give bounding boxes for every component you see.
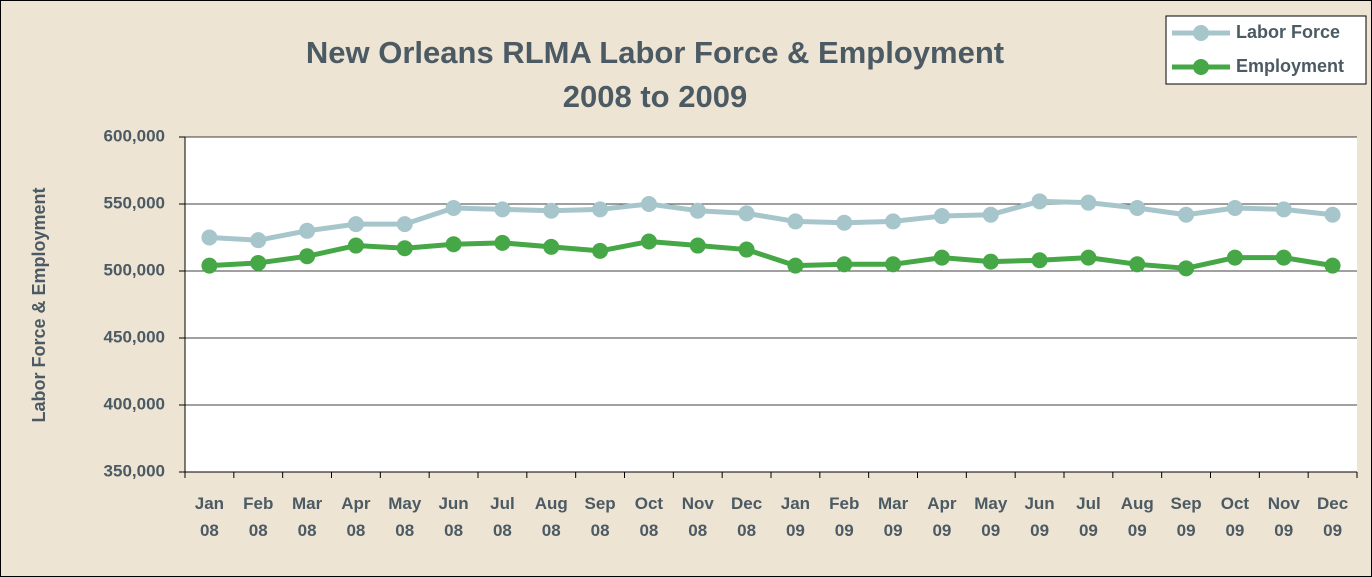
y-tick-label: 400,000	[104, 394, 165, 413]
data-point	[1031, 193, 1048, 210]
chart-subtitle: 2008 to 2009	[563, 79, 747, 114]
data-point	[1324, 257, 1341, 274]
data-point	[396, 216, 413, 233]
data-point	[299, 222, 316, 239]
x-tick-label: Feb 08	[243, 494, 273, 540]
data-point	[592, 242, 609, 259]
data-point	[396, 240, 413, 257]
legend-marker	[1193, 25, 1209, 41]
legend-label: Employment	[1236, 56, 1344, 76]
data-point	[1226, 249, 1243, 266]
series-line	[209, 198, 1333, 243]
x-tick-label: Jul 08	[490, 494, 515, 540]
x-tick-label: May 09	[974, 494, 1008, 540]
x-tick-label: Jan 09	[781, 494, 810, 540]
x-tick-label: Dec 08	[731, 494, 762, 540]
data-point	[738, 205, 755, 222]
data-point	[640, 233, 657, 250]
data-point	[689, 237, 706, 254]
data-point	[1324, 206, 1341, 223]
data-point	[1275, 249, 1292, 266]
series-line	[209, 239, 1333, 271]
x-tick-label: Jun 09	[1024, 494, 1054, 540]
data-point	[885, 213, 902, 230]
data-point	[250, 232, 267, 249]
x-tick-label: Nov 09	[1268, 494, 1301, 540]
data-point	[543, 202, 560, 219]
data-point	[494, 234, 511, 251]
legend-marker	[1193, 59, 1209, 75]
x-tick-label: Apr 08	[341, 494, 371, 540]
data-point	[640, 196, 657, 212]
legend-label: Labor Force	[1236, 22, 1340, 42]
x-tick-label: Nov 08	[682, 494, 715, 540]
y-tick-label: 500,000	[104, 260, 165, 279]
data-point	[1129, 200, 1146, 217]
y-tick-label: 550,000	[104, 193, 165, 212]
plot-area	[185, 137, 1357, 472]
data-point	[201, 257, 218, 274]
data-point	[1031, 252, 1048, 269]
x-tick-label: May 08	[388, 494, 422, 540]
x-tick-label: Jul 09	[1076, 494, 1101, 540]
data-point	[1129, 256, 1146, 273]
data-point	[1178, 206, 1195, 223]
data-point	[347, 216, 364, 233]
data-point	[885, 256, 902, 273]
x-tick-label: Mar 08	[292, 494, 323, 540]
chart-title: New Orleans RLMA Labor Force & Employmen…	[306, 35, 1004, 70]
data-point	[982, 206, 999, 223]
y-tick-label: 350,000	[104, 461, 165, 480]
data-point	[543, 238, 560, 255]
data-point	[1080, 194, 1097, 211]
data-point	[1226, 200, 1243, 217]
x-tick-label: Sep 09	[1170, 494, 1201, 540]
data-point	[347, 237, 364, 254]
data-point	[592, 201, 609, 218]
data-point	[250, 254, 267, 271]
x-tick-label: Apr 09	[927, 494, 957, 540]
data-point	[787, 257, 804, 274]
x-tick-label: Mar 09	[878, 494, 909, 540]
x-tick-label: Dec 09	[1317, 494, 1348, 540]
x-tick-label: Sep 08	[584, 494, 615, 540]
data-point	[299, 248, 316, 265]
x-tick-label: Oct 09	[1221, 494, 1250, 540]
data-point	[738, 241, 755, 258]
data-point	[933, 249, 950, 266]
y-axis-label: Labor Force & Employment	[29, 187, 49, 422]
x-tick-label: Jun 08	[438, 494, 468, 540]
x-tick-label: Jan 08	[195, 494, 224, 540]
data-point	[1080, 249, 1097, 266]
x-tick-label: Aug 08	[535, 494, 568, 540]
data-point	[201, 229, 218, 246]
data-point	[836, 256, 853, 273]
data-point	[689, 202, 706, 219]
data-point	[982, 253, 999, 270]
data-point	[933, 208, 950, 225]
data-point	[1275, 201, 1292, 218]
y-tick-label: 450,000	[104, 327, 165, 346]
data-point	[445, 200, 462, 217]
y-tick-label: 600,000	[104, 126, 165, 145]
x-tick-label: Aug 09	[1121, 494, 1154, 540]
data-point	[445, 236, 462, 253]
data-point	[787, 213, 804, 230]
x-tick-label: Feb 09	[829, 494, 859, 540]
x-tick-label: Oct 08	[635, 494, 664, 540]
data-point	[494, 201, 511, 218]
data-point	[836, 214, 853, 231]
data-point	[1178, 260, 1195, 277]
